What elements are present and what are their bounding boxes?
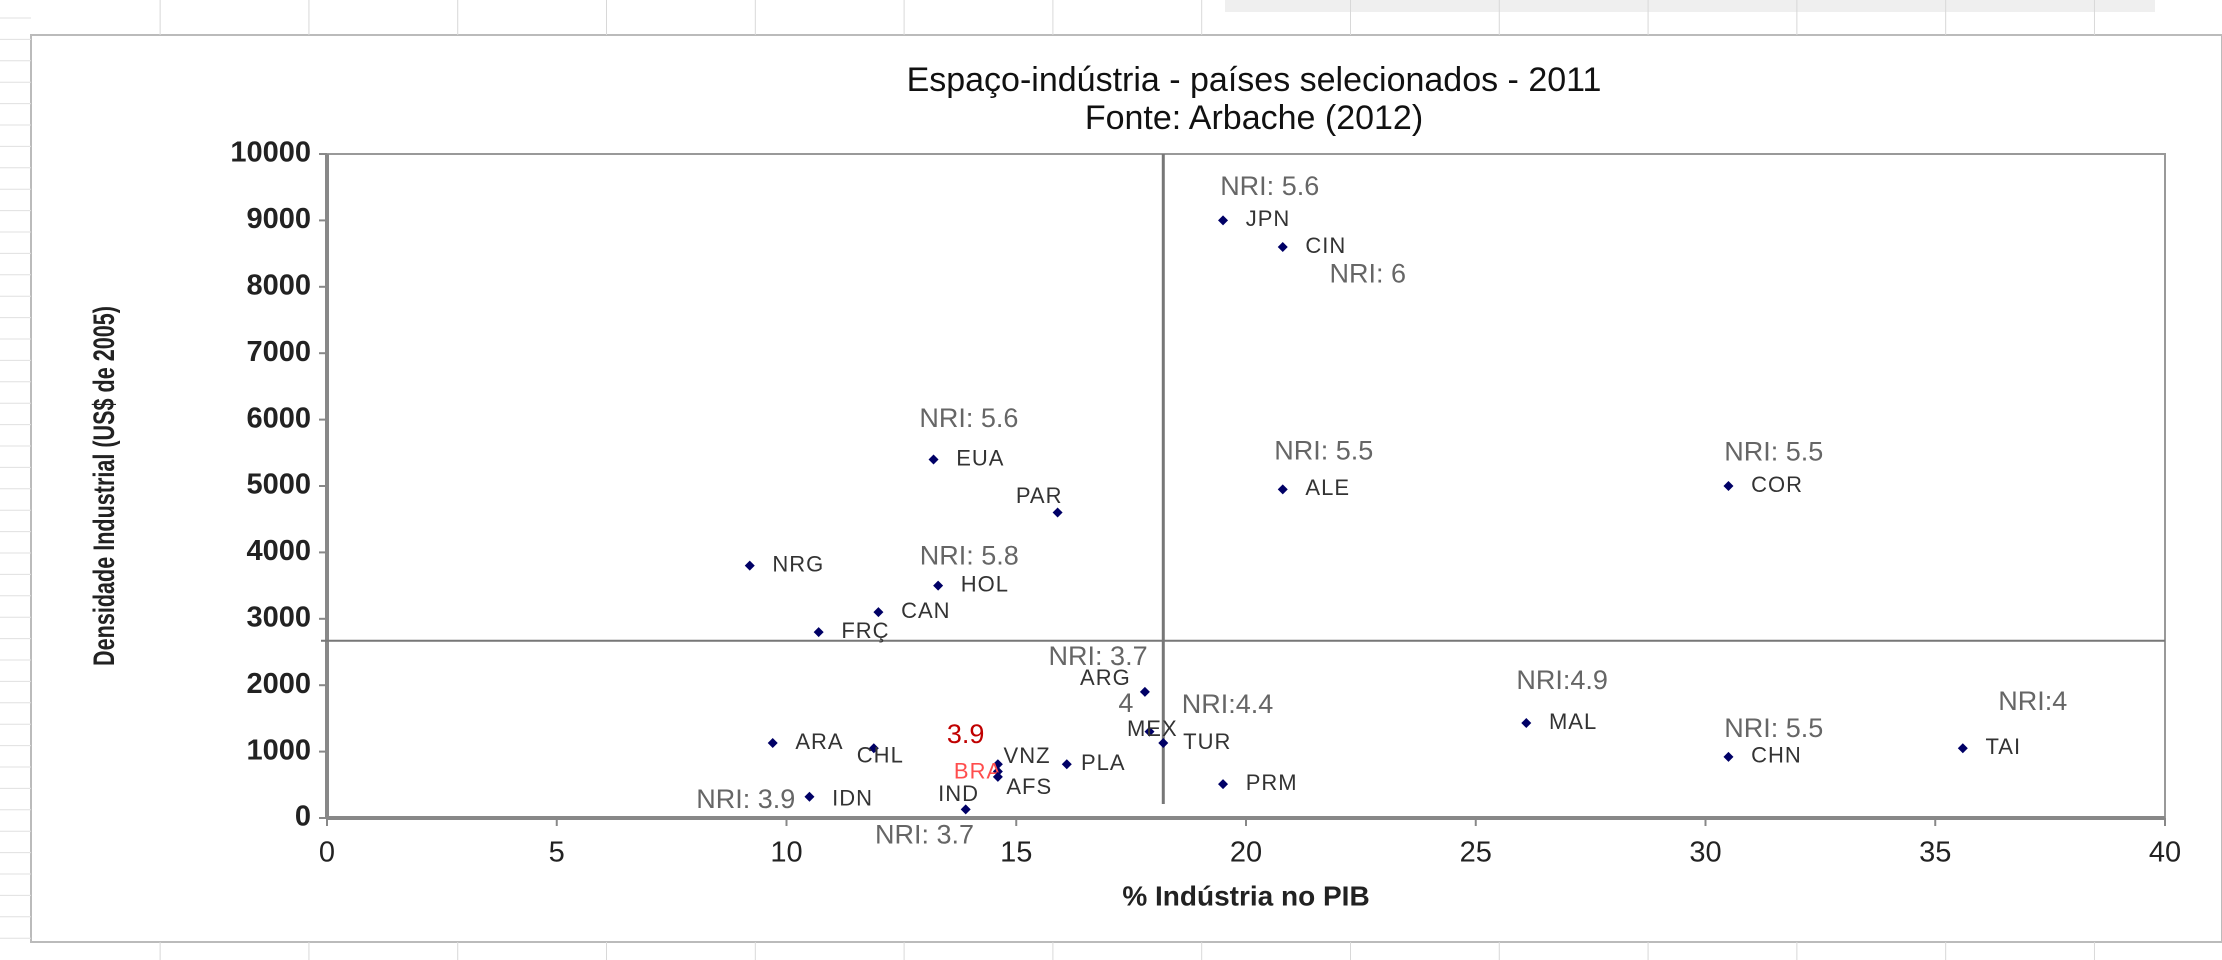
y-tick-label: 7000 xyxy=(246,336,311,368)
data-point xyxy=(1052,507,1063,518)
point-label: PRM xyxy=(1246,770,1298,795)
data-point xyxy=(873,607,884,618)
annotation: 4 xyxy=(1118,688,1133,718)
point-label: COR xyxy=(1751,472,1803,497)
point-label: TUR xyxy=(1183,729,1231,754)
x-tick-label: 20 xyxy=(1230,837,1262,869)
y-tick-label: 6000 xyxy=(246,402,311,434)
annotation: NRI:4.4 xyxy=(1182,689,1274,719)
data-point xyxy=(1139,686,1150,697)
data-point xyxy=(960,804,971,815)
point-label: TAI xyxy=(1985,734,2021,759)
point-label: JPN xyxy=(1246,206,1291,231)
annotation: NRI: 5.6 xyxy=(919,403,1018,433)
data-point xyxy=(1218,779,1229,790)
annotation: NRI:4.9 xyxy=(1516,665,1608,695)
x-tick-label: 25 xyxy=(1460,837,1492,869)
annotation: NRI: 3.9 xyxy=(696,784,795,814)
data-point xyxy=(1521,718,1532,729)
point-label: HOL xyxy=(961,571,1009,596)
point-label: NRG xyxy=(772,551,824,576)
annotation: NRI: 5.5 xyxy=(1724,437,1823,467)
y-tick-label: 3000 xyxy=(246,601,311,633)
point-label: MAL xyxy=(1549,709,1597,734)
header-strip xyxy=(1225,0,2155,12)
chart-title: Espaço-indústria - países selecionados -… xyxy=(907,61,1602,99)
point-label: ARA xyxy=(795,729,843,754)
point-label: AFS xyxy=(1006,774,1052,799)
data-point xyxy=(813,627,824,638)
data-point xyxy=(1723,481,1734,491)
annotation: 3.9 xyxy=(947,719,985,749)
x-axis-label: % Indústria no PIB xyxy=(1122,880,1369,911)
point-label: CAN xyxy=(901,598,950,623)
data-point xyxy=(744,560,755,571)
point-label: PAR xyxy=(1016,483,1063,508)
data-point xyxy=(804,791,815,802)
data-point xyxy=(928,454,939,465)
annotation: NRI: 6 xyxy=(1330,258,1407,288)
annotation: NRI: 5.6 xyxy=(1220,171,1319,201)
point-label: PLA xyxy=(1081,750,1126,775)
x-tick-label: 0 xyxy=(319,837,335,869)
annotation: NRI: 5.8 xyxy=(920,540,1019,570)
chart-frame xyxy=(30,34,2222,943)
annotation: NRI: 5.5 xyxy=(1274,436,1373,466)
point-label: BRA xyxy=(954,759,1002,784)
data-point xyxy=(1218,215,1229,226)
y-tick-label: 9000 xyxy=(246,203,311,235)
x-tick-label: 10 xyxy=(770,837,802,869)
data-point xyxy=(1158,737,1169,748)
point-label: MEX xyxy=(1127,716,1178,741)
point-label: CHL xyxy=(857,743,904,768)
point-label: VNZ xyxy=(1004,743,1051,768)
point-label: IND xyxy=(938,781,979,806)
point-label: FRÇ xyxy=(841,618,889,643)
point-label: CHN xyxy=(1751,743,1802,768)
y-tick-label: 10000 xyxy=(230,137,311,169)
data-point xyxy=(992,771,1003,782)
y-tick-label: 2000 xyxy=(246,668,311,700)
data-point xyxy=(933,580,944,591)
x-tick-label: 15 xyxy=(1000,837,1032,869)
y-tick-label: 1000 xyxy=(246,734,311,766)
data-point xyxy=(767,737,778,748)
data-point xyxy=(992,759,1003,770)
y-tick-label: 8000 xyxy=(246,269,311,301)
annotation: NRI: 5.5 xyxy=(1724,713,1823,743)
data-point xyxy=(1277,241,1288,252)
data-point xyxy=(1061,759,1072,770)
x-tick-label: 40 xyxy=(2149,837,2181,869)
y-axis-label: Densidade Industrial (US$ de 2005) xyxy=(86,306,120,666)
point-label: ALE xyxy=(1305,475,1350,500)
point-label: EUA xyxy=(956,445,1004,470)
point-label: ARG xyxy=(1080,665,1131,690)
y-tick-label: 5000 xyxy=(246,469,311,501)
point-label: CIN xyxy=(1305,233,1346,258)
data-point xyxy=(1723,751,1734,762)
data-point xyxy=(1957,743,1968,754)
x-tick-label: 5 xyxy=(549,837,565,869)
point-label: IDN xyxy=(832,785,873,810)
annotation: NRI: 3.7 xyxy=(1049,641,1148,671)
annotation: NRI:4 xyxy=(1998,686,2067,716)
data-point xyxy=(1277,484,1288,495)
data-point xyxy=(1144,726,1155,737)
x-tick-label: 30 xyxy=(1689,837,1721,869)
data-point xyxy=(868,743,879,754)
annotation: NRI: 3.7 xyxy=(875,819,974,849)
x-tick-label: 35 xyxy=(1919,837,1951,869)
chart-subtitle: Fonte: Arbache (2012) xyxy=(1085,99,1423,137)
data-point xyxy=(992,766,1003,777)
y-tick-label: 4000 xyxy=(246,535,311,567)
y-tick-label: 0 xyxy=(295,801,311,833)
